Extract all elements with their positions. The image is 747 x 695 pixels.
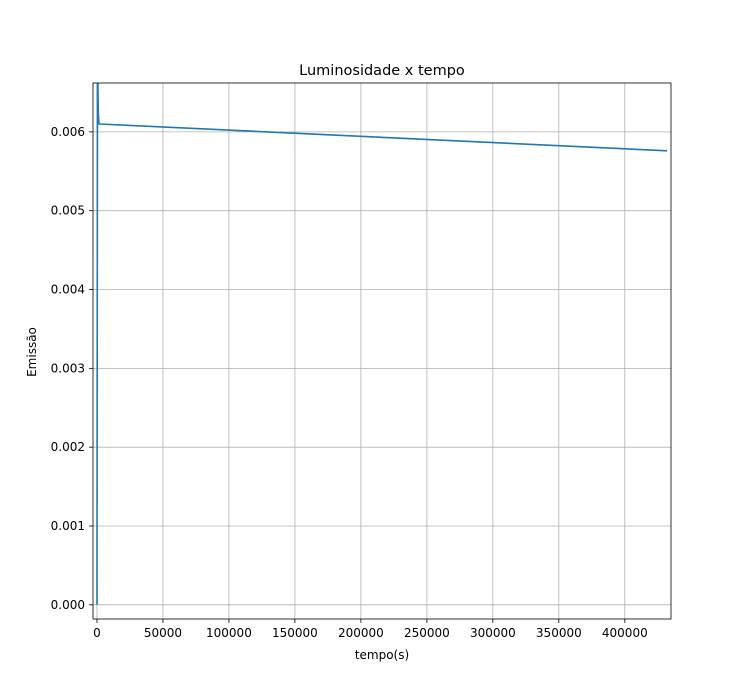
- y-axis-label: Emissão: [25, 327, 39, 377]
- y-tick-label: 0.004: [51, 283, 85, 297]
- x-tick-label: 400000: [602, 626, 648, 640]
- x-tick-label: 0: [93, 626, 101, 640]
- x-tick-label: 100000: [206, 626, 252, 640]
- x-tick-label: 50000: [144, 626, 182, 640]
- x-axis: 0 50000 100000 150000 200000 250000 300000 3500…: [93, 619, 648, 640]
- y-axis: 0.000 0.001 0.002 0.003 0.004 0.005 0.006: [51, 125, 93, 612]
- x-tick-label: 300000: [470, 626, 516, 640]
- x-tick-label: 200000: [338, 626, 384, 640]
- x-tick-label: 250000: [404, 626, 450, 640]
- y-tick-label: 0.005: [51, 204, 85, 218]
- series-line: [96, 83, 668, 605]
- x-axis-label: tempo(s): [355, 648, 409, 662]
- y-tick-label: 0.002: [51, 440, 85, 454]
- x-tick-label: 150000: [272, 626, 318, 640]
- y-tick-label: 0.001: [51, 519, 85, 533]
- y-tick-label: 0.003: [51, 361, 85, 375]
- data-lines: [96, 83, 668, 605]
- y-tick-label: 0.000: [51, 598, 85, 612]
- plot-frame: [92, 82, 672, 620]
- chart-title: Luminosidade x tempo: [299, 63, 465, 79]
- y-tick-label: 0.006: [51, 125, 85, 139]
- grid-lines: [93, 83, 671, 619]
- x-tick-label: 350000: [536, 626, 582, 640]
